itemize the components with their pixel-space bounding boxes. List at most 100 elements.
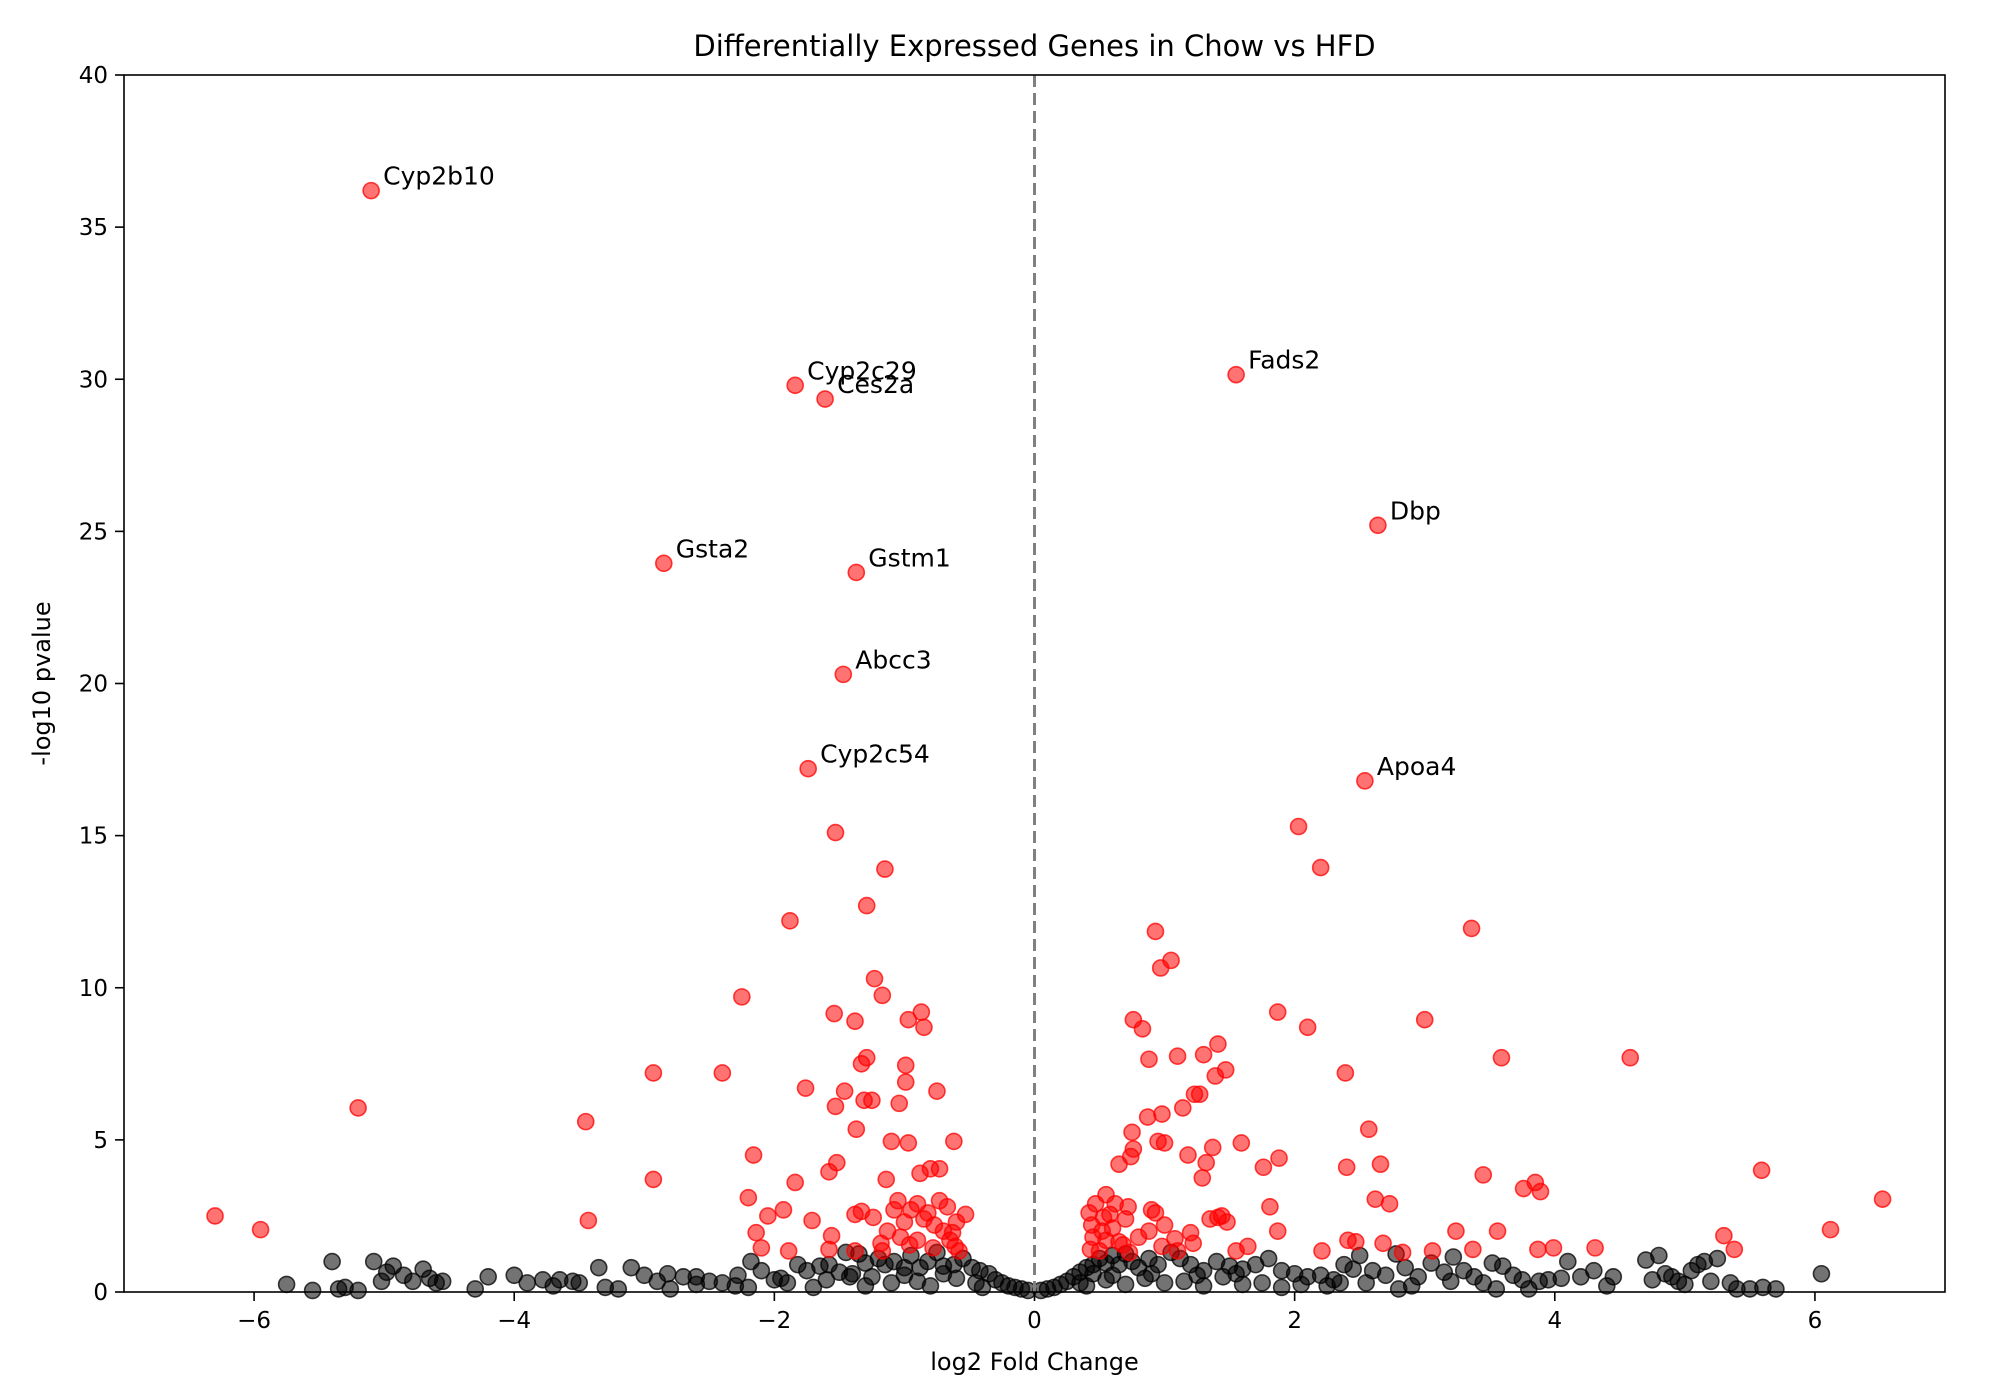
x-tick-label: −6 [237, 1308, 271, 1334]
significant-gene-point [1270, 1149, 1288, 1167]
significant-gene-point [885, 1201, 903, 1219]
nonsignificant-gene-point [1272, 1278, 1291, 1297]
significant-gene-point [938, 1198, 957, 1216]
nonsignificant-gene-point [1253, 1274, 1271, 1292]
gene-annotation-label: Dbp [1390, 496, 1441, 525]
significant-gene-point [1140, 1050, 1158, 1069]
gene-annotation-label: Gsta2 [676, 534, 749, 563]
significant-gene-point [1544, 1239, 1563, 1257]
significant-gene-point [1725, 1240, 1744, 1259]
significant-gene-point [1374, 1234, 1392, 1253]
significant-gene-point [816, 390, 834, 408]
nonsignificant-gene-point [1552, 1269, 1571, 1288]
nonsignificant-gene-point [466, 1280, 484, 1298]
significant-gene-point [759, 1207, 777, 1225]
significant-gene-point [899, 1134, 918, 1152]
significant-gene-point [825, 1004, 843, 1023]
nonsignificant-gene-point [433, 1272, 452, 1291]
y-tick-label: 40 [79, 63, 108, 89]
significant-gene-point [1123, 1123, 1141, 1142]
significant-gene-point [1488, 1222, 1507, 1240]
significant-gene-point [908, 1231, 927, 1250]
significant-gene-point [579, 1211, 598, 1230]
significant-gene-point [915, 1018, 933, 1037]
significant-gene-point [846, 1012, 864, 1031]
x-axis-ticks: −6 −4 −2 0 2 4 6 [237, 1292, 1822, 1334]
nonsignificant-gene-point [778, 1274, 797, 1292]
significant-gene-point [1254, 1158, 1273, 1177]
significant-gene-point [1120, 1243, 1139, 1262]
significant-gene-point [1093, 1222, 1111, 1240]
nonsignificant-gene-point [687, 1275, 706, 1294]
nonsignificant-gene-point [1702, 1272, 1720, 1291]
significant-gene-point [1110, 1232, 1128, 1251]
significant-gene-point [796, 1079, 815, 1097]
y-tick-label: 5 [93, 1128, 108, 1154]
significant-gene-point [1873, 1190, 1892, 1209]
nonsignificant-gene-point [661, 1280, 680, 1298]
nonsignificant-gene-point [323, 1252, 341, 1271]
significant-gene-point [826, 1097, 845, 1116]
significant-gene-point [930, 1159, 949, 1178]
significant-gene-point [576, 1112, 595, 1131]
nonsignificant-gene-point [1585, 1261, 1603, 1280]
significant-gene-point [1227, 365, 1245, 384]
significant-gene-point [1185, 1085, 1204, 1104]
nonsignificant-gene-point [1142, 1264, 1161, 1283]
significant-gene-point [864, 1208, 883, 1227]
nonsignificant-gene-point [1650, 1246, 1668, 1265]
significant-gene-point [1369, 516, 1387, 535]
significant-gene-point [1179, 1146, 1197, 1164]
nonsignificant-gene-point [1767, 1280, 1785, 1298]
significant-gene-point [1153, 1237, 1171, 1256]
significant-gene-point [876, 860, 894, 878]
nonsignificant-gene-point [303, 1281, 322, 1300]
significant-gene-point [1166, 1229, 1184, 1248]
significant-gene-point [1268, 1222, 1287, 1240]
significant-gene-point [852, 1055, 871, 1073]
significant-gene-point [1289, 817, 1308, 836]
significant-gene-point [713, 1064, 732, 1082]
nonsignificant-gene-point [609, 1280, 628, 1298]
significant-gene-point [1715, 1226, 1733, 1245]
significant-gene-point [826, 823, 845, 842]
x-axis-label: log2 Fold Change [930, 1348, 1139, 1376]
chart-title: Differentially Expressed Genes in Chow v… [693, 29, 1375, 63]
significant-gene-point [847, 563, 866, 582]
y-tick-label: 0 [93, 1280, 108, 1306]
significant-gene-point [1462, 919, 1481, 938]
significant-gene-point [945, 1132, 963, 1151]
significant-gene-point [890, 1094, 909, 1113]
significant-gene-point [1311, 858, 1330, 877]
nonsignificant-gene-point [518, 1274, 537, 1292]
y-tick-label: 30 [79, 367, 108, 393]
significant-gene-point [1110, 1155, 1128, 1174]
significant-gene-point [1356, 772, 1374, 790]
significant-gene-point [733, 988, 751, 1006]
significant-gene-point [834, 665, 853, 684]
nonsignificant-gene-point [804, 1278, 823, 1297]
gene-annotation-label: Fads2 [1248, 346, 1320, 375]
significant-gene-point [1298, 1018, 1317, 1037]
nonsignificant-gene-point [589, 1258, 608, 1277]
significant-gene-point [919, 1204, 937, 1222]
nonsignificant-gene-point [364, 1252, 383, 1271]
nonsignificant-gene-point [570, 1274, 589, 1292]
y-tick-label: 20 [79, 672, 108, 698]
significant-gene-point [1203, 1138, 1222, 1157]
significant-gene-point [1621, 1048, 1640, 1067]
nonsignificant-gene-point [277, 1275, 296, 1294]
nonsignificant-gene-point [1292, 1275, 1310, 1294]
significant-gene-point [1492, 1048, 1511, 1067]
significant-gene-point [899, 1010, 918, 1029]
gene-annotation-label: Abcc3 [855, 645, 931, 674]
significant-gene-point [928, 1082, 946, 1100]
significant-gene-point [362, 181, 380, 200]
significant-gene-point [206, 1207, 224, 1225]
nonsignificant-gene-point [479, 1267, 498, 1286]
nonsignificant-gene-point [973, 1278, 992, 1297]
nonsignificant-gene-point [349, 1281, 367, 1300]
nonsignificant-gene-point [1708, 1249, 1727, 1268]
significant-gene-point [1336, 1064, 1355, 1082]
